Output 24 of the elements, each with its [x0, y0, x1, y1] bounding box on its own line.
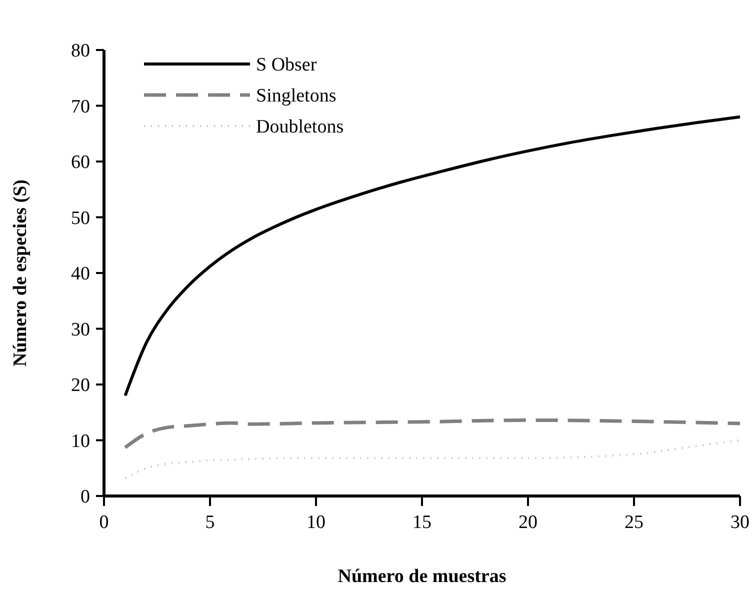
line-series	[124, 115, 742, 398]
y-tick-label: 0	[80, 486, 90, 508]
x-tick-label: 20	[518, 512, 538, 533]
x-tick-label: 25	[624, 512, 644, 533]
legend-label: S Obser	[256, 54, 318, 76]
y-tick-label: 80	[71, 40, 90, 62]
x-tick-label: 5	[205, 512, 215, 533]
y-tick-label: 30	[71, 319, 90, 340]
x-axis-title: Número de muestras	[338, 566, 506, 587]
line-series	[123, 418, 742, 450]
y-tick-label: 70	[71, 96, 90, 118]
x-tick-label: 10	[306, 512, 326, 533]
y-tick-label: 20	[71, 375, 90, 396]
x-tick-label: 15	[412, 512, 432, 533]
y-tick-label: 50	[71, 208, 90, 229]
y-tick-label: 60	[71, 152, 90, 174]
legend-label: Doubletons	[256, 116, 344, 138]
y-axis-title: Número de especies (S)	[10, 180, 31, 366]
y-tick-label: 10	[71, 430, 90, 452]
legend-label: Singletons	[256, 86, 336, 107]
x-tick-label: 0	[99, 512, 109, 533]
line-series	[124, 439, 741, 480]
y-tick-label: 40	[71, 264, 90, 285]
x-tick-label: 30	[730, 512, 750, 533]
